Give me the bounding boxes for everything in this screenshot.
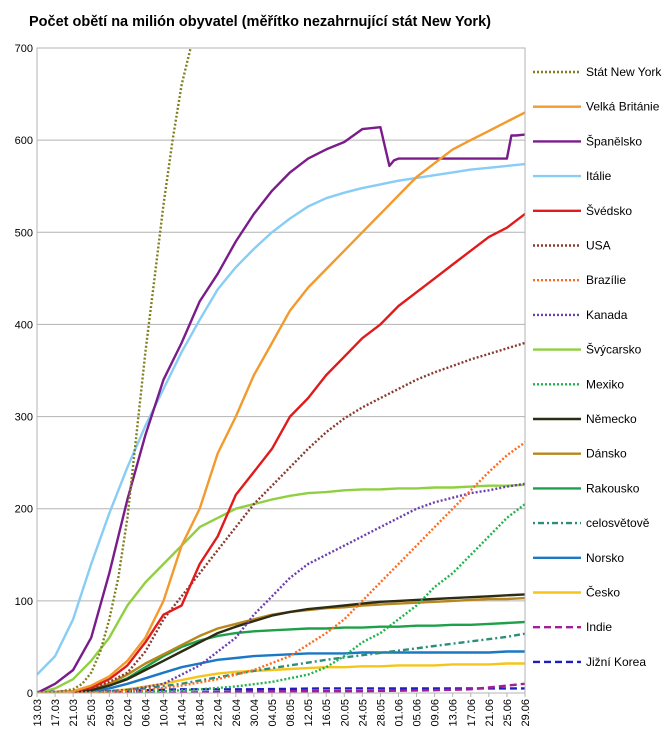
x-tick-label: 30.04	[249, 699, 261, 727]
legend-item: USA	[533, 239, 611, 253]
y-tick-label: 0	[27, 688, 33, 700]
legend-item: Kanada	[533, 308, 628, 322]
x-tick-label: 29.03	[104, 699, 116, 727]
legend-item: celosvětově	[533, 516, 650, 530]
x-tick-label: 08.05	[285, 699, 297, 727]
x-tick-label: 16.05	[321, 699, 333, 727]
x-tick-label: 14.04	[177, 699, 189, 727]
x-axis-ticks: 13.03 17.03 21.03 25.03 29.03 02.04 06.04 10.04…	[32, 693, 532, 727]
legend-label: Španělsko	[586, 133, 642, 148]
legend-item: Velká Británie	[533, 100, 660, 114]
y-tick-label: 300	[15, 412, 33, 424]
series-line-česko	[37, 662, 525, 693]
y-tick-label: 500	[15, 227, 33, 239]
y-tick-label: 400	[15, 319, 33, 331]
chart-title: Počet obětí na milión obyvatel (měřítko …	[29, 14, 491, 30]
legend-label: Švýcarsko	[586, 342, 642, 357]
legend-label: Rakousko	[586, 481, 640, 495]
x-tick-label: 24.05	[357, 699, 369, 727]
legend-label: Kanada	[586, 308, 628, 322]
x-tick-label: 17.03	[50, 699, 62, 727]
legend-item: Jižní Korea	[533, 655, 646, 669]
legend-label: Velká Británie	[586, 100, 660, 114]
y-tick-label: 100	[15, 596, 33, 608]
x-tick-label: 28.05	[375, 699, 387, 727]
x-tick-label: 04.05	[267, 699, 279, 727]
legend-label: Dánsko	[586, 447, 627, 461]
legend-item: Itálie	[533, 169, 612, 183]
x-tick-label: 17.06	[466, 699, 478, 727]
x-tick-label: 06.04	[140, 699, 152, 727]
series-line-španělsko	[37, 125, 525, 693]
y-tick-label: 600	[15, 135, 33, 147]
legend-label: Itálie	[586, 169, 612, 183]
legend-item: Indie	[533, 620, 612, 634]
y-tick-label: 700	[15, 43, 33, 55]
legend-item: Norsko	[533, 551, 624, 565]
series-lines	[37, 48, 525, 693]
legend-label: Stát New York	[586, 65, 662, 79]
legend-label: Norsko	[586, 551, 624, 565]
x-tick-label: 13.06	[448, 699, 460, 727]
legend-label: Mexiko	[586, 377, 624, 391]
x-tick-label: 20.05	[339, 699, 351, 727]
legend-item: Mexiko	[533, 377, 624, 391]
series-line-jižní-korea	[37, 687, 525, 693]
x-tick-label: 25.03	[86, 699, 98, 727]
series-line-velká-británie	[37, 110, 525, 693]
series-line-švýcarsko	[37, 483, 525, 693]
legend-label: Jižní Korea	[586, 655, 646, 669]
x-tick-label: 13.03	[32, 699, 44, 727]
legend-label: USA	[586, 239, 611, 253]
legend-label: Švédsko	[586, 203, 632, 218]
x-tick-label: 10.04	[159, 699, 171, 727]
legend-item: Stát New York	[533, 65, 662, 79]
legend: Stát New York Velká Británie Španělsko Itál…	[533, 65, 662, 669]
series-line-mexiko	[37, 502, 525, 693]
series-line-norsko	[37, 650, 525, 693]
legend-label: Brazílie	[586, 273, 626, 287]
legend-item: Německo	[533, 412, 637, 426]
x-tick-label: 25.06	[502, 699, 514, 727]
series-line-švédsko	[37, 212, 525, 693]
x-tick-label: 21.06	[484, 699, 496, 727]
legend-item: Švédsko	[533, 203, 632, 218]
legend-item: Rakousko	[533, 481, 640, 495]
x-tick-label: 01.06	[393, 699, 405, 727]
series-line-rakousko	[37, 620, 525, 693]
legend-item: Španělsko	[533, 133, 642, 148]
x-tick-label: 12.05	[303, 699, 315, 727]
x-tick-label: 22.04	[213, 699, 225, 727]
legend-label: Česko	[586, 585, 620, 600]
grid-lines	[37, 47, 525, 694]
series-line-usa	[37, 341, 525, 693]
x-tick-label: 09.06	[430, 699, 442, 727]
x-tick-label: 02.04	[122, 699, 134, 727]
series-line-itálie	[37, 162, 525, 676]
legend-label: Indie	[586, 620, 612, 634]
series-line-německo	[37, 593, 525, 693]
legend-label: celosvětově	[586, 516, 650, 530]
x-tick-label: 21.03	[68, 699, 80, 727]
legend-item: Dánsko	[533, 447, 627, 461]
legend-label: Německo	[586, 412, 637, 426]
x-tick-label: 29.06	[520, 699, 532, 727]
legend-item: Brazílie	[533, 273, 626, 287]
y-tick-label: 200	[15, 504, 33, 516]
series-line-brazílie	[37, 440, 525, 693]
y-axis-ticks: 0 100 200 300 400 500 600 700	[15, 43, 33, 700]
x-tick-label: 05.06	[412, 699, 424, 727]
legend-item: Česko	[533, 585, 620, 600]
series-line-indie	[37, 682, 525, 693]
series-line-kanada	[37, 482, 525, 693]
x-tick-label: 26.04	[231, 699, 243, 727]
series-line-stát-new-york	[37, 48, 192, 693]
plot-frame	[36, 47, 526, 694]
x-tick-label: 18.04	[195, 699, 207, 727]
legend-item: Švýcarsko	[533, 342, 642, 357]
